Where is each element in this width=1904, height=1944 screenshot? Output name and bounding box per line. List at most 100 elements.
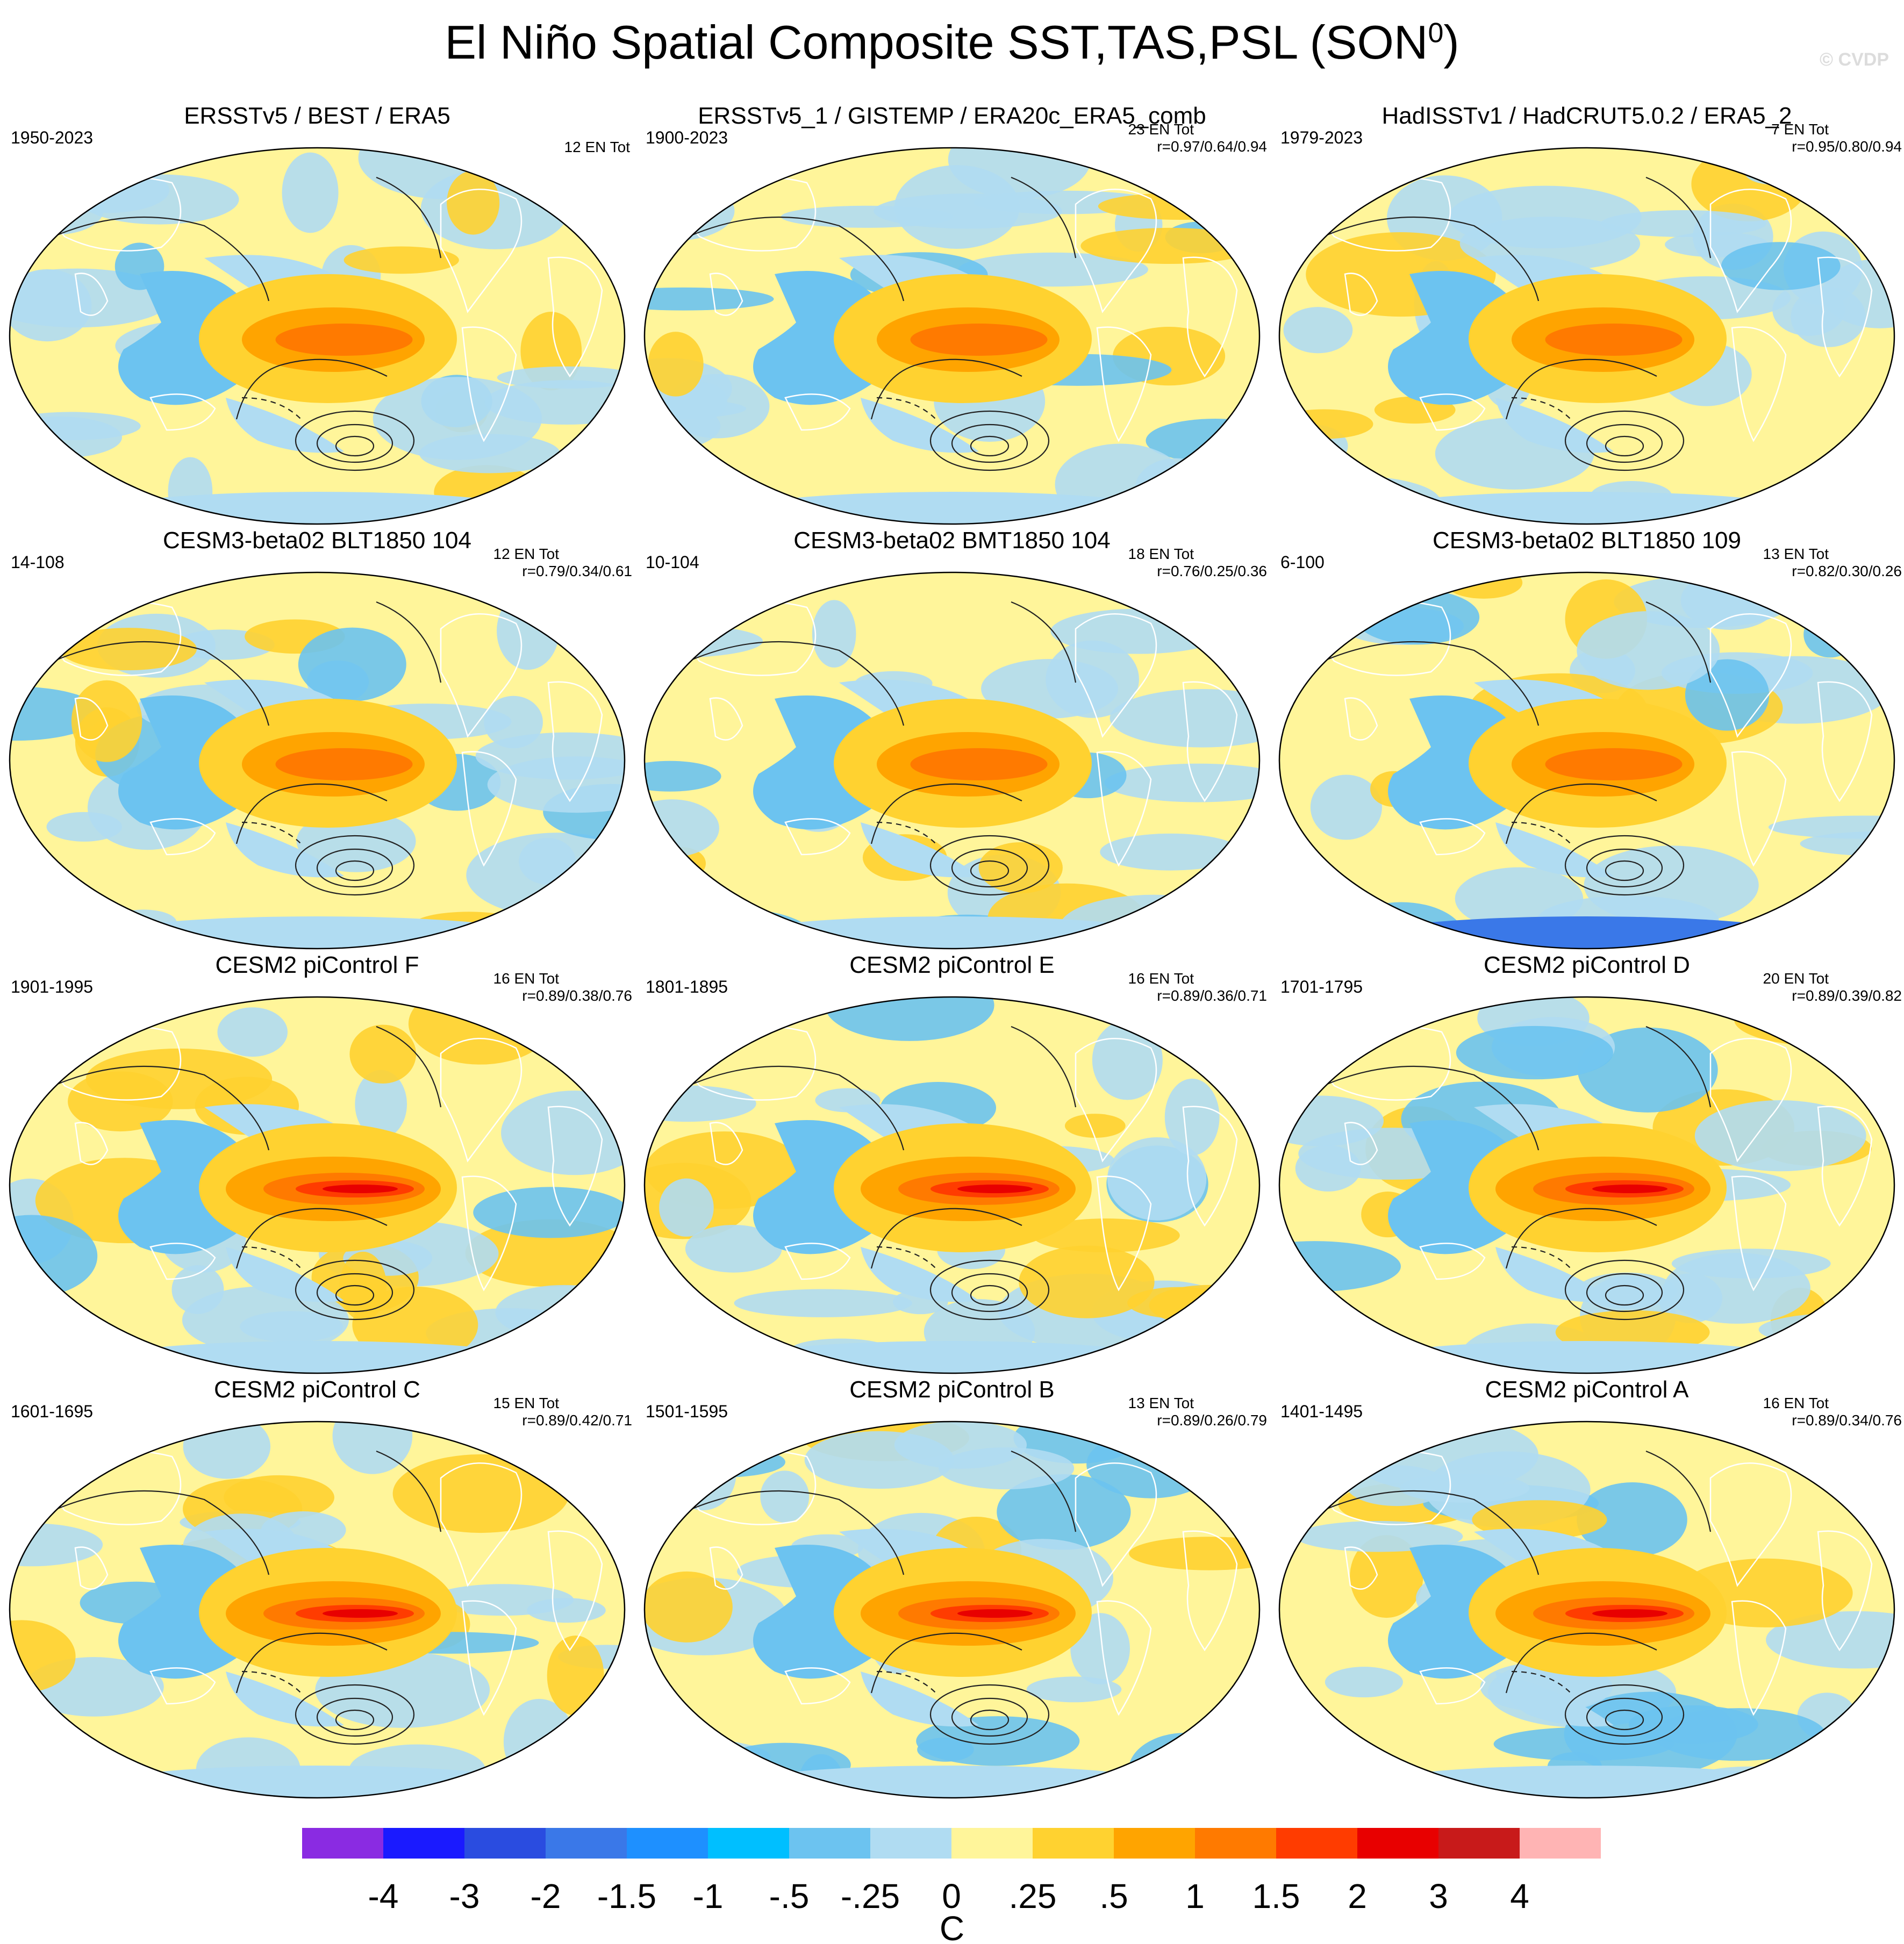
panel-event-count: 12 EN Tot — [564, 139, 631, 155]
map-outline — [9, 571, 626, 950]
sst-anomaly-field — [10, 572, 625, 949]
map-outline — [1278, 996, 1895, 1374]
colorbar-tick-label: -2 — [531, 1877, 561, 1916]
sst-anomaly-field — [1279, 997, 1894, 1373]
colorbar-swatch — [1357, 1828, 1438, 1859]
colorbar-tick-label: -4 — [368, 1877, 399, 1916]
panel-pattern-correlation: r=0.82/0.30/0.26 — [1792, 563, 1902, 579]
colorbar-tick-label: .25 — [1009, 1877, 1057, 1916]
colorbar-swatch — [951, 1828, 1033, 1859]
panel-pattern-correlation: r=0.89/0.42/0.71 — [522, 1412, 632, 1429]
panel-event-count: 12 EN Tot — [493, 546, 560, 562]
map-panel-12: CESM2 piControl A 1401-1495 16 EN Totr=0.8… — [1278, 1376, 1902, 1799]
colorbar-swatch — [546, 1828, 627, 1859]
sst-anomaly-field — [1279, 1422, 1894, 1798]
cvdp-watermark: © CVDP — [1820, 49, 1889, 70]
map-panel-8: CESM2 piControl E 1801-1895 16 EN Totr=0.8… — [643, 952, 1267, 1374]
panel-title: HadISSTv1 / HadCRUT5.0.2 / ERA5_2 — [1382, 103, 1792, 129]
panel-pattern-correlation: r=0.89/0.39/0.82 — [1792, 987, 1902, 1004]
colorbar-swatch — [1195, 1828, 1276, 1859]
map-outline — [9, 1421, 626, 1799]
sst-anomaly-field — [645, 997, 1259, 1373]
map-panel-10: CESM2 piControl C 1601-1695 15 EN Totr=0.8… — [9, 1376, 632, 1799]
panel-event-count: 16 EN Tot — [1763, 1395, 1829, 1411]
panel-period: 1401-1495 — [1280, 1402, 1363, 1421]
colorbar-tick-label: 4 — [1510, 1877, 1529, 1916]
colorbar-tick-label: -.5 — [769, 1877, 810, 1916]
panel-period: 1979-2023 — [1280, 128, 1363, 147]
panel-title: CESM3-beta02 BLT1850 109 — [1433, 527, 1741, 554]
map-outline — [9, 996, 626, 1374]
colorbar-tick-label: -3 — [449, 1877, 480, 1916]
panel-title: CESM2 piControl B — [849, 1376, 1054, 1403]
panel-period: 1950-2023 — [11, 128, 93, 147]
map-outline — [643, 996, 1261, 1374]
panel-period: 1801-1895 — [646, 977, 728, 996]
panel-pattern-correlation: r=0.76/0.25/0.36 — [1157, 563, 1267, 579]
map-outline — [9, 147, 626, 525]
map-outline — [1278, 1421, 1895, 1799]
panel-event-count: 15 EN Tot — [493, 1395, 560, 1411]
panel-period: 6-100 — [1280, 553, 1325, 572]
panel-pattern-correlation: r=0.89/0.26/0.79 — [1157, 1412, 1267, 1429]
colorbar-tick-label: -1 — [693, 1877, 724, 1916]
map-panel-5: CESM3-beta02 BMT1850 104 10-104 18 EN Totr… — [643, 527, 1267, 950]
sst-anomaly-field — [645, 148, 1259, 524]
map-outline — [643, 1421, 1261, 1799]
map-panel-6: CESM3-beta02 BLT1850 109 6-100 13 EN Totr=… — [1278, 527, 1902, 950]
colorbar-swatch — [1276, 1828, 1357, 1859]
colorbar-unit-label: C — [940, 1909, 964, 1944]
panel-event-count: 13 EN Tot — [1763, 546, 1829, 562]
sst-anomaly-field — [645, 1422, 1259, 1798]
panel-event-count: 18 EN Tot — [1128, 546, 1194, 562]
colorbar-swatch — [383, 1828, 464, 1859]
panel-pattern-correlation: r=0.95/0.80/0.94 — [1792, 138, 1902, 155]
figure-title: El Niño Spatial Composite SST,TAS,PSL (S… — [0, 15, 1904, 70]
map-panel-2: ERSSTv5_1 / GISTEMP / ERA20c_ERA5_comb19… — [643, 103, 1267, 525]
panel-period: 1601-1695 — [11, 1402, 93, 1421]
colorbar-swatch — [627, 1828, 708, 1859]
panel-title: CESM2 piControl A — [1485, 1376, 1689, 1403]
panel-period: 14-108 — [11, 553, 65, 572]
panel-event-count: 16 EN Tot — [493, 970, 560, 987]
panel-period: 1900-2023 — [646, 128, 728, 147]
panel-title: CESM3-beta02 BMT1850 104 — [793, 527, 1110, 554]
map-outline — [1278, 571, 1895, 950]
map-panel-3: HadISSTv1 / HadCRUT5.0.2 / ERA5_2 1979-20… — [1278, 103, 1902, 525]
colorbar-swatch — [1114, 1828, 1195, 1859]
colorbar-tick-label: 1.5 — [1252, 1877, 1300, 1916]
panel-event-count: 23 EN Tot — [1128, 121, 1194, 138]
panel-period: 1901-1995 — [11, 977, 93, 996]
panel-title: ERSSTv5_1 / GISTEMP / ERA20c_ERA5_comb — [698, 103, 1206, 129]
colorbar: -4 -3 -2 -1.5 -1 -.5 -.25 0 .25 .5 1 1.5 2 3 4 C — [302, 1828, 1601, 1944]
map-panel-11: CESM2 piControl B 1501-1595 13 EN Totr=0.8… — [643, 1376, 1267, 1799]
colorbar-swatch — [870, 1828, 951, 1859]
sst-anomaly-field — [645, 572, 1259, 949]
colorbar-tick-label: 0 — [942, 1877, 961, 1916]
colorbar-swatch — [1033, 1828, 1114, 1859]
colorbar-tick-label: .5 — [1099, 1877, 1128, 1916]
figure-title-superscript: 0 — [1428, 17, 1444, 49]
sst-anomaly-field — [10, 997, 625, 1373]
panel-event-count: 13 EN Tot — [1128, 1395, 1194, 1411]
panel-pattern-correlation: r=0.89/0.34/0.76 — [1792, 1412, 1902, 1429]
panel-title: CESM3-beta02 BLT1850 104 — [163, 527, 471, 554]
panel-pattern-correlation: r=0.89/0.38/0.76 — [522, 987, 632, 1004]
map-outline — [643, 147, 1261, 525]
colorbar-swatch — [1520, 1828, 1601, 1859]
colorbar-swatch — [464, 1828, 546, 1859]
map-panel-7: CESM2 piControl F 1901-1995 16 EN Totr=0.8… — [9, 952, 632, 1374]
colorbar-swatch — [1438, 1828, 1520, 1859]
colorbar-swatch — [708, 1828, 789, 1859]
colorbar-tick-label: -1.5 — [597, 1877, 656, 1916]
map-outline — [643, 571, 1261, 950]
sst-anomaly-field — [1279, 148, 1894, 524]
panel-event-count: 20 EN Tot — [1763, 970, 1829, 987]
panel-pattern-correlation: r=0.97/0.64/0.94 — [1157, 138, 1267, 155]
panel-event-count: 7 EN Tot — [1771, 121, 1829, 138]
panel-pattern-correlation: r=0.89/0.36/0.71 — [1157, 987, 1267, 1004]
colorbar-swatch — [302, 1828, 383, 1859]
colorbar-swatch — [789, 1828, 870, 1859]
panel-period: 1501-1595 — [646, 1402, 728, 1421]
panel-period: 10-104 — [646, 553, 699, 572]
